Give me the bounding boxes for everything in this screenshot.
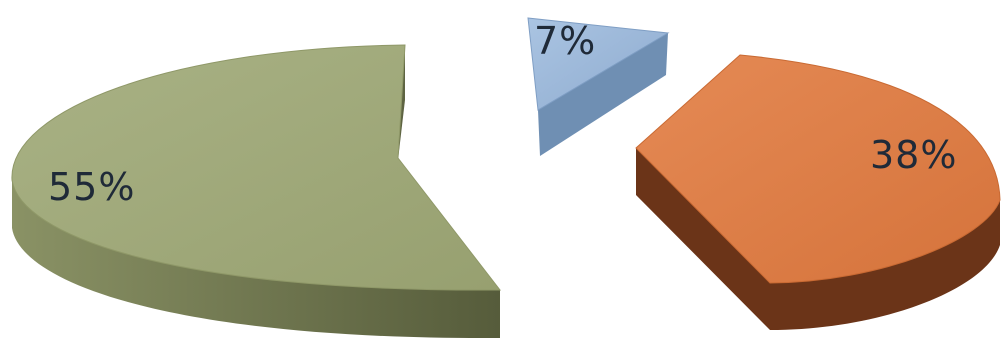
pie-slice-55-side [12, 180, 500, 339]
pie-slice-38 [635, 54, 1001, 330]
pie-slice-7-side [538, 33, 668, 156]
pie-slice-7 [527, 17, 670, 156]
pie-slice-55 [11, 44, 502, 339]
pie-slice-55-top [11, 44, 502, 291]
pie-slice-38-side [636, 148, 1000, 330]
slice-label-55: 55% [48, 165, 135, 209]
slice-label-7: 7% [534, 19, 596, 63]
pie-slice-38-top [635, 54, 1001, 284]
pie-slice-7-top [527, 17, 670, 111]
slice-label-38: 38% [870, 133, 957, 177]
